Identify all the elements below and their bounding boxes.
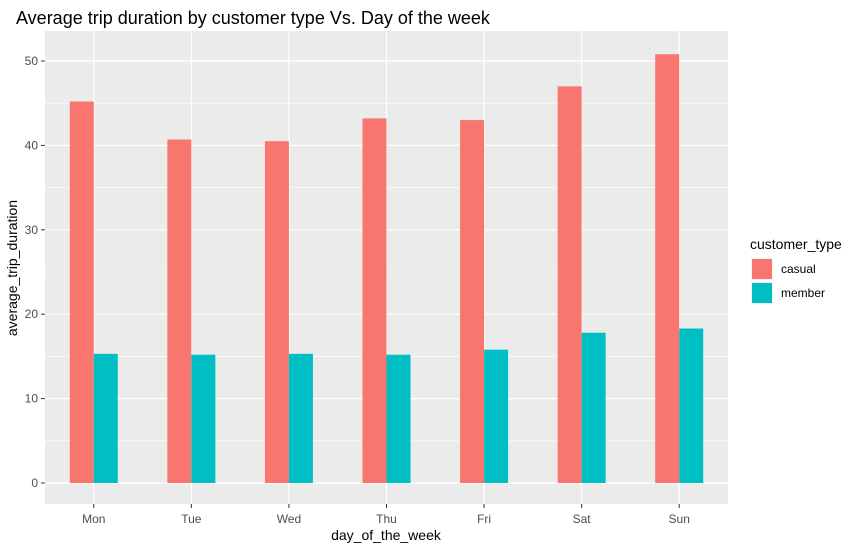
x-axis: Mon Tue Wed Thu Fri Sat Sun — [82, 504, 690, 526]
bars — [69, 54, 704, 484]
legend-label-member: member — [781, 286, 825, 300]
bar-member-thu — [386, 354, 411, 483]
x-tick-label: Tue — [181, 512, 202, 526]
bar-casual-mon — [69, 101, 94, 484]
chart-title: Average trip duration by customer type V… — [16, 8, 491, 28]
bar-member-sun — [679, 328, 704, 483]
bar-casual-fri — [460, 120, 485, 483]
bar-member-mon — [93, 353, 118, 483]
bar-casual-sun — [655, 54, 680, 484]
x-tick-label: Sun — [669, 512, 690, 526]
legend-swatch-member — [752, 283, 772, 303]
bar-member-tue — [191, 354, 216, 483]
x-tick-label: Thu — [376, 512, 397, 526]
y-axis: 0 10 20 30 40 50 — [25, 54, 45, 490]
bar-casual-wed — [264, 141, 289, 483]
legend-swatch-casual — [752, 259, 772, 279]
y-tick-label: 20 — [25, 307, 39, 321]
x-tick-label: Mon — [82, 512, 105, 526]
x-tick-label: Fri — [477, 512, 491, 526]
legend-label-casual: casual — [781, 262, 816, 276]
y-tick-label: 0 — [31, 476, 38, 490]
bar-casual-thu — [362, 118, 387, 483]
bar-member-wed — [288, 353, 313, 483]
y-tick-label: 50 — [25, 54, 39, 68]
legend-title: customer_type — [750, 236, 842, 252]
x-axis-title: day_of_the_week — [331, 527, 442, 543]
bar-member-sat — [581, 332, 606, 483]
bar-member-fri — [484, 349, 509, 483]
x-tick-label: Wed — [277, 512, 301, 526]
y-tick-label: 40 — [25, 138, 39, 152]
bar-casual-sat — [557, 86, 582, 483]
x-tick-label: Sat — [573, 512, 592, 526]
y-axis-title: average_trip_duration — [4, 200, 20, 336]
y-tick-label: 10 — [25, 392, 39, 406]
legend: customer_type casual member — [750, 236, 842, 304]
y-tick-label: 30 — [25, 223, 39, 237]
bar-casual-tue — [167, 139, 192, 483]
